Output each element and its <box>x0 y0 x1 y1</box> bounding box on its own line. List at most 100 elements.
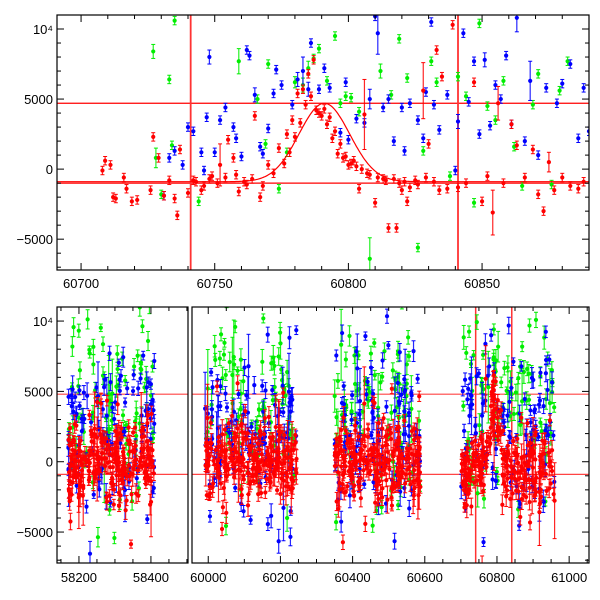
data-marker <box>485 103 490 109</box>
data-marker <box>496 101 501 106</box>
data-marker <box>79 429 84 434</box>
data-marker <box>536 153 541 158</box>
data-marker <box>343 154 348 159</box>
data-point <box>110 402 115 413</box>
data-point <box>217 350 222 367</box>
data-point <box>77 401 82 411</box>
data-point <box>131 369 136 381</box>
data-marker <box>167 77 172 82</box>
data-point <box>117 425 123 442</box>
data-marker <box>71 409 76 414</box>
data-marker <box>450 22 455 27</box>
data-point <box>103 156 108 166</box>
data-marker <box>71 325 76 330</box>
data-marker <box>327 115 332 120</box>
data-marker <box>362 112 367 117</box>
data-point <box>290 115 295 125</box>
data-point <box>347 325 352 347</box>
data-marker <box>175 213 180 218</box>
data-marker <box>172 18 177 23</box>
data-marker <box>429 59 434 64</box>
data-point <box>204 112 209 122</box>
data-marker <box>79 473 84 478</box>
data-point <box>423 172 429 183</box>
data-marker <box>107 493 112 498</box>
data-marker <box>429 19 434 25</box>
data-point <box>322 63 327 73</box>
data-point <box>145 514 150 524</box>
data-marker <box>437 188 442 193</box>
data-marker <box>127 438 132 443</box>
plot-area-segment-2 <box>192 307 589 563</box>
data-marker <box>260 151 265 156</box>
data-point <box>285 504 290 532</box>
data-point <box>223 102 228 113</box>
data-marker <box>95 535 101 540</box>
data-marker <box>95 400 100 405</box>
data-marker <box>354 116 359 121</box>
data-marker <box>150 397 155 402</box>
data-point <box>101 430 107 454</box>
data-point <box>426 139 431 149</box>
data-marker <box>332 393 337 399</box>
data-marker <box>87 475 92 480</box>
data-point <box>486 350 491 424</box>
data-point <box>394 223 399 233</box>
data-point <box>477 129 482 139</box>
data-point <box>405 73 410 83</box>
data-marker <box>114 384 119 389</box>
data-marker <box>258 195 263 200</box>
data-marker <box>390 368 395 373</box>
data-point <box>224 402 230 413</box>
data-point <box>148 493 153 516</box>
data-point <box>212 147 217 158</box>
data-marker <box>116 360 121 365</box>
data-marker <box>117 468 122 474</box>
data-point <box>110 448 115 463</box>
data-marker <box>69 492 74 497</box>
data-marker <box>88 428 93 434</box>
data-point <box>391 174 396 184</box>
data-point <box>581 83 586 93</box>
data-point <box>250 174 255 184</box>
data-marker <box>508 379 513 384</box>
data-marker <box>104 446 109 452</box>
data-marker <box>415 245 421 250</box>
data-marker <box>373 200 378 205</box>
data-point <box>140 319 145 334</box>
data-marker <box>103 273 107 277</box>
data-point <box>407 182 412 193</box>
data-point <box>279 80 284 90</box>
data-marker <box>539 428 544 434</box>
data-marker <box>471 353 476 358</box>
data-marker <box>151 408 156 413</box>
data-point <box>501 76 506 86</box>
data-point <box>81 385 86 401</box>
data-marker <box>327 85 332 90</box>
data-point <box>148 185 153 195</box>
data-point <box>91 449 96 459</box>
y-tick-label: 5000 <box>24 92 53 107</box>
data-marker <box>103 456 109 461</box>
data-marker <box>300 68 306 74</box>
data-marker <box>135 353 140 358</box>
data-marker <box>426 141 431 147</box>
data-point <box>434 77 439 87</box>
data-point <box>477 18 482 29</box>
data-marker <box>224 405 230 410</box>
data-point <box>218 327 224 342</box>
data-point <box>306 81 311 97</box>
data-marker <box>104 398 110 403</box>
data-marker <box>421 88 426 93</box>
data-point <box>431 99 437 110</box>
data-marker <box>455 119 461 124</box>
data-marker <box>235 368 240 373</box>
data-marker <box>308 94 314 99</box>
data-marker <box>381 105 386 110</box>
data-point <box>111 482 117 497</box>
data-marker <box>107 507 112 512</box>
data-point <box>536 69 541 79</box>
data-marker <box>514 143 519 148</box>
data-marker <box>185 124 191 130</box>
data-marker <box>116 490 122 495</box>
